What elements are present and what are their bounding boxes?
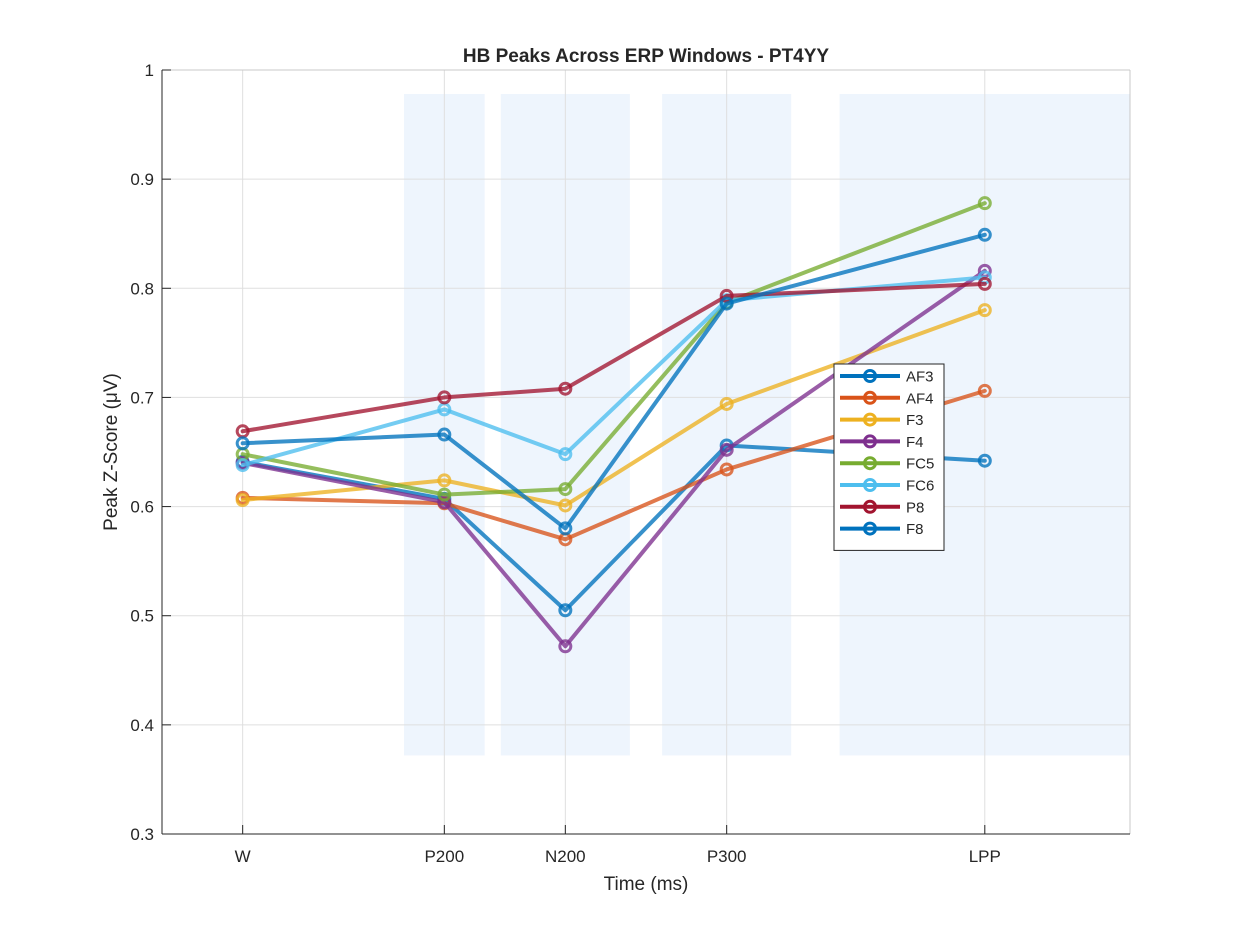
data-point-F3-3 [719, 396, 734, 411]
legend-swatch-marker-F4 [863, 434, 877, 449]
y-tick-label: 0.4 [130, 716, 154, 735]
y-tick-label: 1 [145, 61, 154, 80]
data-point-AF4-4 [977, 383, 992, 398]
x-tick-label: N200 [545, 847, 586, 866]
chart-title: HB Peaks Across ERP Windows - PT4YY [463, 46, 830, 67]
series-line-P8 [240, 281, 987, 434]
data-point-P8-3 [719, 288, 734, 303]
data-point-FC6-0 [235, 458, 250, 473]
series-line-F3 [240, 308, 987, 508]
legend-swatch-marker-P8 [863, 499, 877, 514]
legend-swatch-marker-FC5 [863, 456, 877, 471]
data-point-FC5-4 [977, 196, 992, 211]
y-tick-label: 0.9 [130, 170, 154, 189]
legend-swatch-marker-F8 [863, 521, 877, 536]
data-point-F4-2 [558, 639, 573, 654]
x-tick-label: P200 [424, 847, 464, 866]
data-point-F3-0 [235, 493, 250, 508]
legend: AF3 AF4 F3 F4 FC5 FC6 P8 F8 [833, 363, 945, 551]
legend-swatch-marker-AF4 [863, 390, 877, 405]
y-tick-label: 0.8 [130, 279, 154, 298]
legend-label-F8: F8 [906, 521, 924, 538]
legend-label-F4: F4 [906, 434, 924, 451]
data-point-F8-0 [235, 436, 250, 451]
legend-swatch-marker-AF3 [863, 369, 877, 383]
y-tick-label: 0.5 [130, 607, 154, 626]
legend-label-AF4: AF4 [906, 390, 934, 407]
data-point-AF3-4 [977, 453, 992, 468]
series-line-AF4 [240, 388, 987, 542]
axes: 0.3 0.4 0.5 0.6 0.7 0.8 0.9 1 W P200 N200 P300 LPP [130, 61, 1131, 866]
x-axis-label: Time (ms) [604, 874, 689, 895]
data-point-FC5-1 [437, 487, 452, 502]
legend-label-F3: F3 [906, 412, 924, 429]
y-tick-label: 0.6 [130, 498, 154, 517]
data-point-FC6-2 [558, 447, 573, 462]
y-tick-label: 0.7 [130, 388, 154, 407]
data-point-F8-1 [437, 427, 452, 442]
x-tick-label: P300 [707, 847, 747, 866]
legend-label-FC6: FC6 [906, 478, 934, 495]
y-axis-label: Peak Z-Score (μV) [101, 373, 122, 531]
data-point-F4-1 [437, 495, 452, 510]
data-point-AF4-3 [719, 462, 734, 477]
data-point-P8-2 [558, 381, 573, 396]
data-point-AF3-2 [558, 603, 573, 618]
data-point-FC5-2 [558, 482, 573, 497]
legend-box [833, 363, 945, 551]
series-lines [235, 196, 992, 654]
data-point-F8-3 [719, 296, 734, 311]
legend-label-FC5: FC5 [906, 456, 934, 473]
x-tick-label: W [235, 847, 251, 866]
legend-label-P8: P8 [906, 499, 924, 516]
series-line-F8 [240, 232, 987, 531]
legend-swatch-marker-F3 [863, 412, 877, 427]
legend-swatch-marker-FC6 [863, 478, 877, 492]
series-line-F4 [240, 268, 987, 649]
data-point-P8-1 [437, 390, 452, 405]
data-point-F3-4 [977, 303, 992, 318]
legend-label-AF3: AF3 [906, 369, 934, 386]
data-point-F4-3 [719, 442, 734, 457]
data-point-P8-4 [977, 276, 992, 291]
data-point-F3-1 [437, 473, 452, 488]
data-point-F8-2 [558, 521, 573, 536]
series-line-FC5 [240, 201, 987, 497]
x-tick-label: LPP [969, 847, 1001, 866]
data-point-F3-2 [558, 498, 573, 513]
y-tick-label: 0.3 [130, 825, 154, 844]
data-point-F8-4 [977, 227, 992, 242]
